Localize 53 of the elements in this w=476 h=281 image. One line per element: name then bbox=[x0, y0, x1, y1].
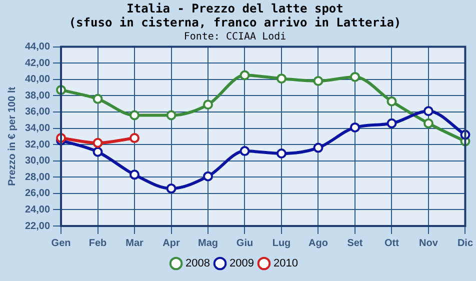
x-tick-label: Mar bbox=[126, 238, 144, 249]
point bbox=[130, 170, 140, 180]
legend-label: 2010 bbox=[273, 258, 298, 270]
point bbox=[423, 118, 434, 128]
point bbox=[92, 138, 103, 148]
point bbox=[130, 110, 140, 120]
x-tick-label: Gen bbox=[51, 238, 71, 249]
text: Italia - Prezzo del latte spot bbox=[126, 1, 344, 16]
point bbox=[166, 184, 176, 194]
y-tick-label: 24,00 bbox=[24, 204, 50, 216]
point bbox=[240, 70, 250, 80]
point bbox=[166, 110, 176, 120]
y-tick-label: 26,00 bbox=[24, 188, 50, 200]
legend-label: 2009 bbox=[230, 258, 254, 270]
point bbox=[203, 100, 214, 110]
x-tick-label: Giu bbox=[236, 238, 254, 249]
point bbox=[313, 142, 324, 153]
point bbox=[386, 118, 397, 128]
x-tick-label: Lug bbox=[272, 238, 291, 249]
y-tick-label: 30,00 bbox=[24, 156, 50, 167]
x-tick-label: Feb bbox=[88, 238, 107, 249]
x-tick-label: Mag bbox=[198, 238, 218, 249]
point bbox=[203, 171, 214, 182]
y-axis-title: Prezzo in € per 100 lt bbox=[6, 86, 18, 186]
point bbox=[423, 106, 434, 116]
y-tick-label: 42,00 bbox=[24, 58, 50, 69]
point bbox=[386, 96, 397, 106]
point bbox=[92, 94, 103, 104]
point bbox=[350, 122, 360, 132]
point bbox=[313, 76, 324, 86]
y-tick-label: 34,00 bbox=[24, 123, 50, 134]
chart-subtitle: Fonte: CCIAA Lodi bbox=[184, 31, 286, 42]
y-tick-label: 38,00 bbox=[24, 90, 50, 102]
x-tick-label: Set bbox=[347, 238, 364, 249]
y-tick-label: 22,00 bbox=[24, 220, 50, 232]
x-tick-label: Nov bbox=[419, 238, 438, 249]
point bbox=[130, 133, 140, 144]
x-tick-label: Apr bbox=[162, 238, 180, 249]
x-tick-label: Ott bbox=[384, 238, 400, 249]
y-tick-label: 44,00 bbox=[24, 42, 50, 53]
y-tick-label: 40,00 bbox=[24, 74, 50, 86]
point bbox=[276, 148, 286, 159]
y-tick-label: 36,00 bbox=[24, 106, 50, 118]
point bbox=[240, 146, 250, 156]
point bbox=[276, 74, 286, 84]
legend-label: 2008 bbox=[186, 258, 210, 270]
y-tick-label: 32,00 bbox=[24, 139, 50, 150]
text: (sfuso in cisterna, franco arrivo in Latteria) bbox=[68, 16, 402, 30]
point bbox=[92, 146, 103, 157]
point bbox=[350, 72, 360, 82]
x-tick-label: Ago bbox=[308, 238, 328, 249]
x-tick-label: Dic bbox=[457, 238, 474, 249]
y-tick-label: 28,00 bbox=[24, 172, 50, 183]
